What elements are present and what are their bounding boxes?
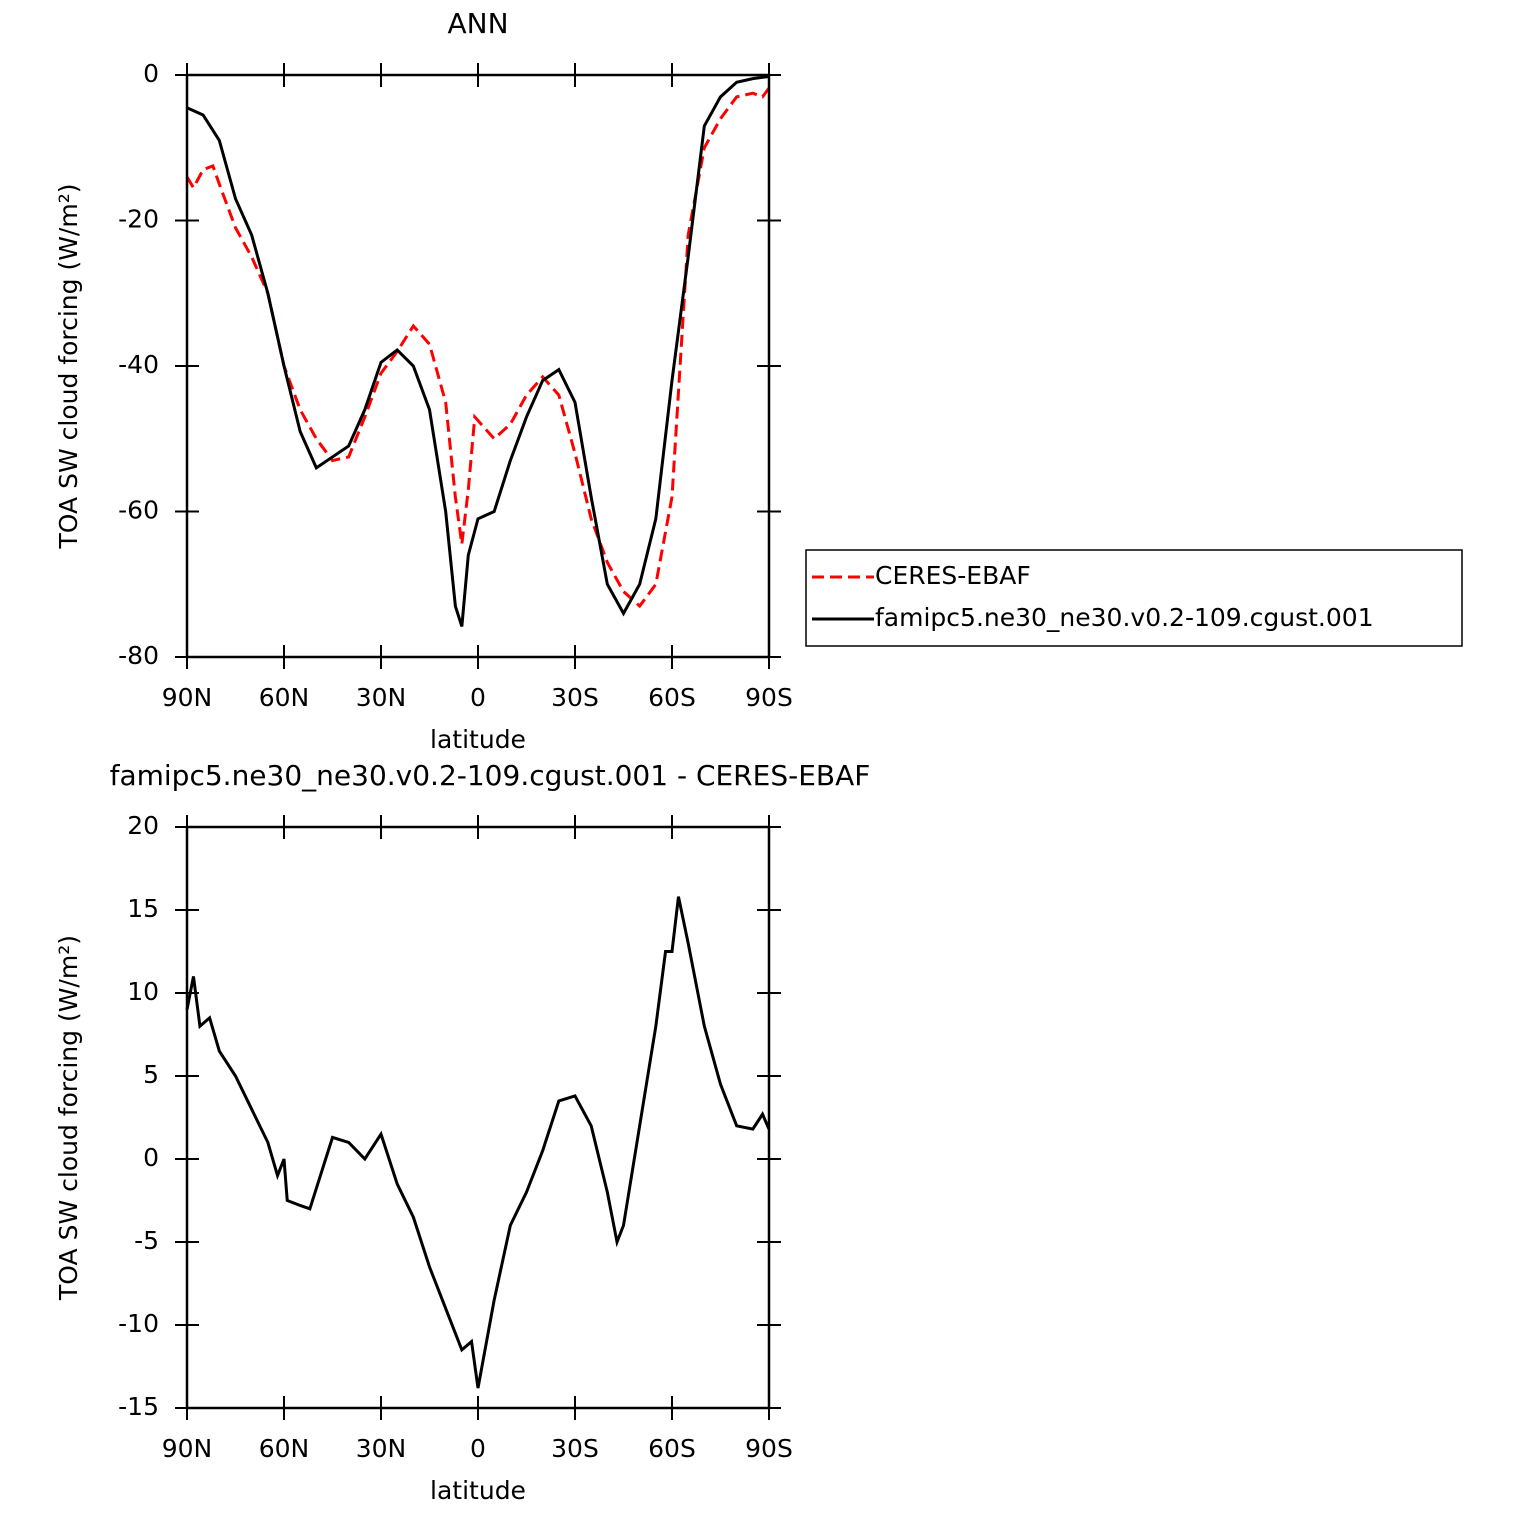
- y-tick-label: 20: [127, 811, 159, 840]
- chart-title: famipc5.ne30_ne30.v0.2-109.cgust.001 - C…: [110, 759, 871, 792]
- legend-box: [805, 549, 1463, 647]
- data-line: [185, 87, 771, 609]
- legend-label: famipc5.ne30_ne30.v0.2-109.cgust.001: [875, 603, 1374, 632]
- x-tick-label: 90N: [162, 683, 213, 712]
- y-tick-label: -15: [118, 1392, 159, 1421]
- x-tick-label: 0: [470, 683, 486, 712]
- chart-title: ANN: [447, 7, 508, 40]
- x-axis-label: latitude: [430, 1476, 526, 1505]
- x-tick-label: 60S: [648, 683, 696, 712]
- y-tick-label: 0: [143, 1143, 159, 1172]
- x-tick-label: 90N: [162, 1434, 213, 1463]
- y-tick-label: -20: [118, 205, 159, 234]
- legend-label: CERES-EBAF: [875, 561, 1031, 590]
- x-tick-label: 0: [470, 1434, 486, 1463]
- y-tick-label: -10: [118, 1309, 159, 1338]
- y-tick-label: -80: [118, 641, 159, 670]
- x-axis-label: latitude: [430, 725, 526, 754]
- data-line: [185, 896, 771, 1389]
- x-tick-label: 60S: [648, 1434, 696, 1463]
- plot-frame: [185, 825, 771, 1410]
- y-tick-label: 10: [127, 977, 159, 1006]
- x-tick-label: 60N: [259, 683, 310, 712]
- data-line: [186, 74, 770, 627]
- x-tick-label: 90S: [745, 683, 793, 712]
- y-tick-label: 15: [127, 894, 159, 923]
- x-tick-label: 30N: [356, 683, 407, 712]
- y-axis-label: TOA SW cloud forcing (W/m²): [54, 184, 83, 550]
- y-tick-label: 0: [143, 59, 159, 88]
- x-tick-label: 30N: [356, 1434, 407, 1463]
- y-tick-label: -60: [118, 496, 159, 525]
- x-tick-label: 30S: [551, 1434, 599, 1463]
- y-tick-label: 5: [143, 1060, 159, 1089]
- y-tick-label: -40: [118, 350, 159, 379]
- y-axis-label: TOA SW cloud forcing (W/m²): [54, 935, 83, 1301]
- plot-frame: [185, 73, 771, 659]
- y-tick-label: -5: [134, 1226, 159, 1255]
- x-tick-label: 90S: [745, 1434, 793, 1463]
- x-tick-label: 60N: [259, 1434, 310, 1463]
- x-tick-label: 30S: [551, 683, 599, 712]
